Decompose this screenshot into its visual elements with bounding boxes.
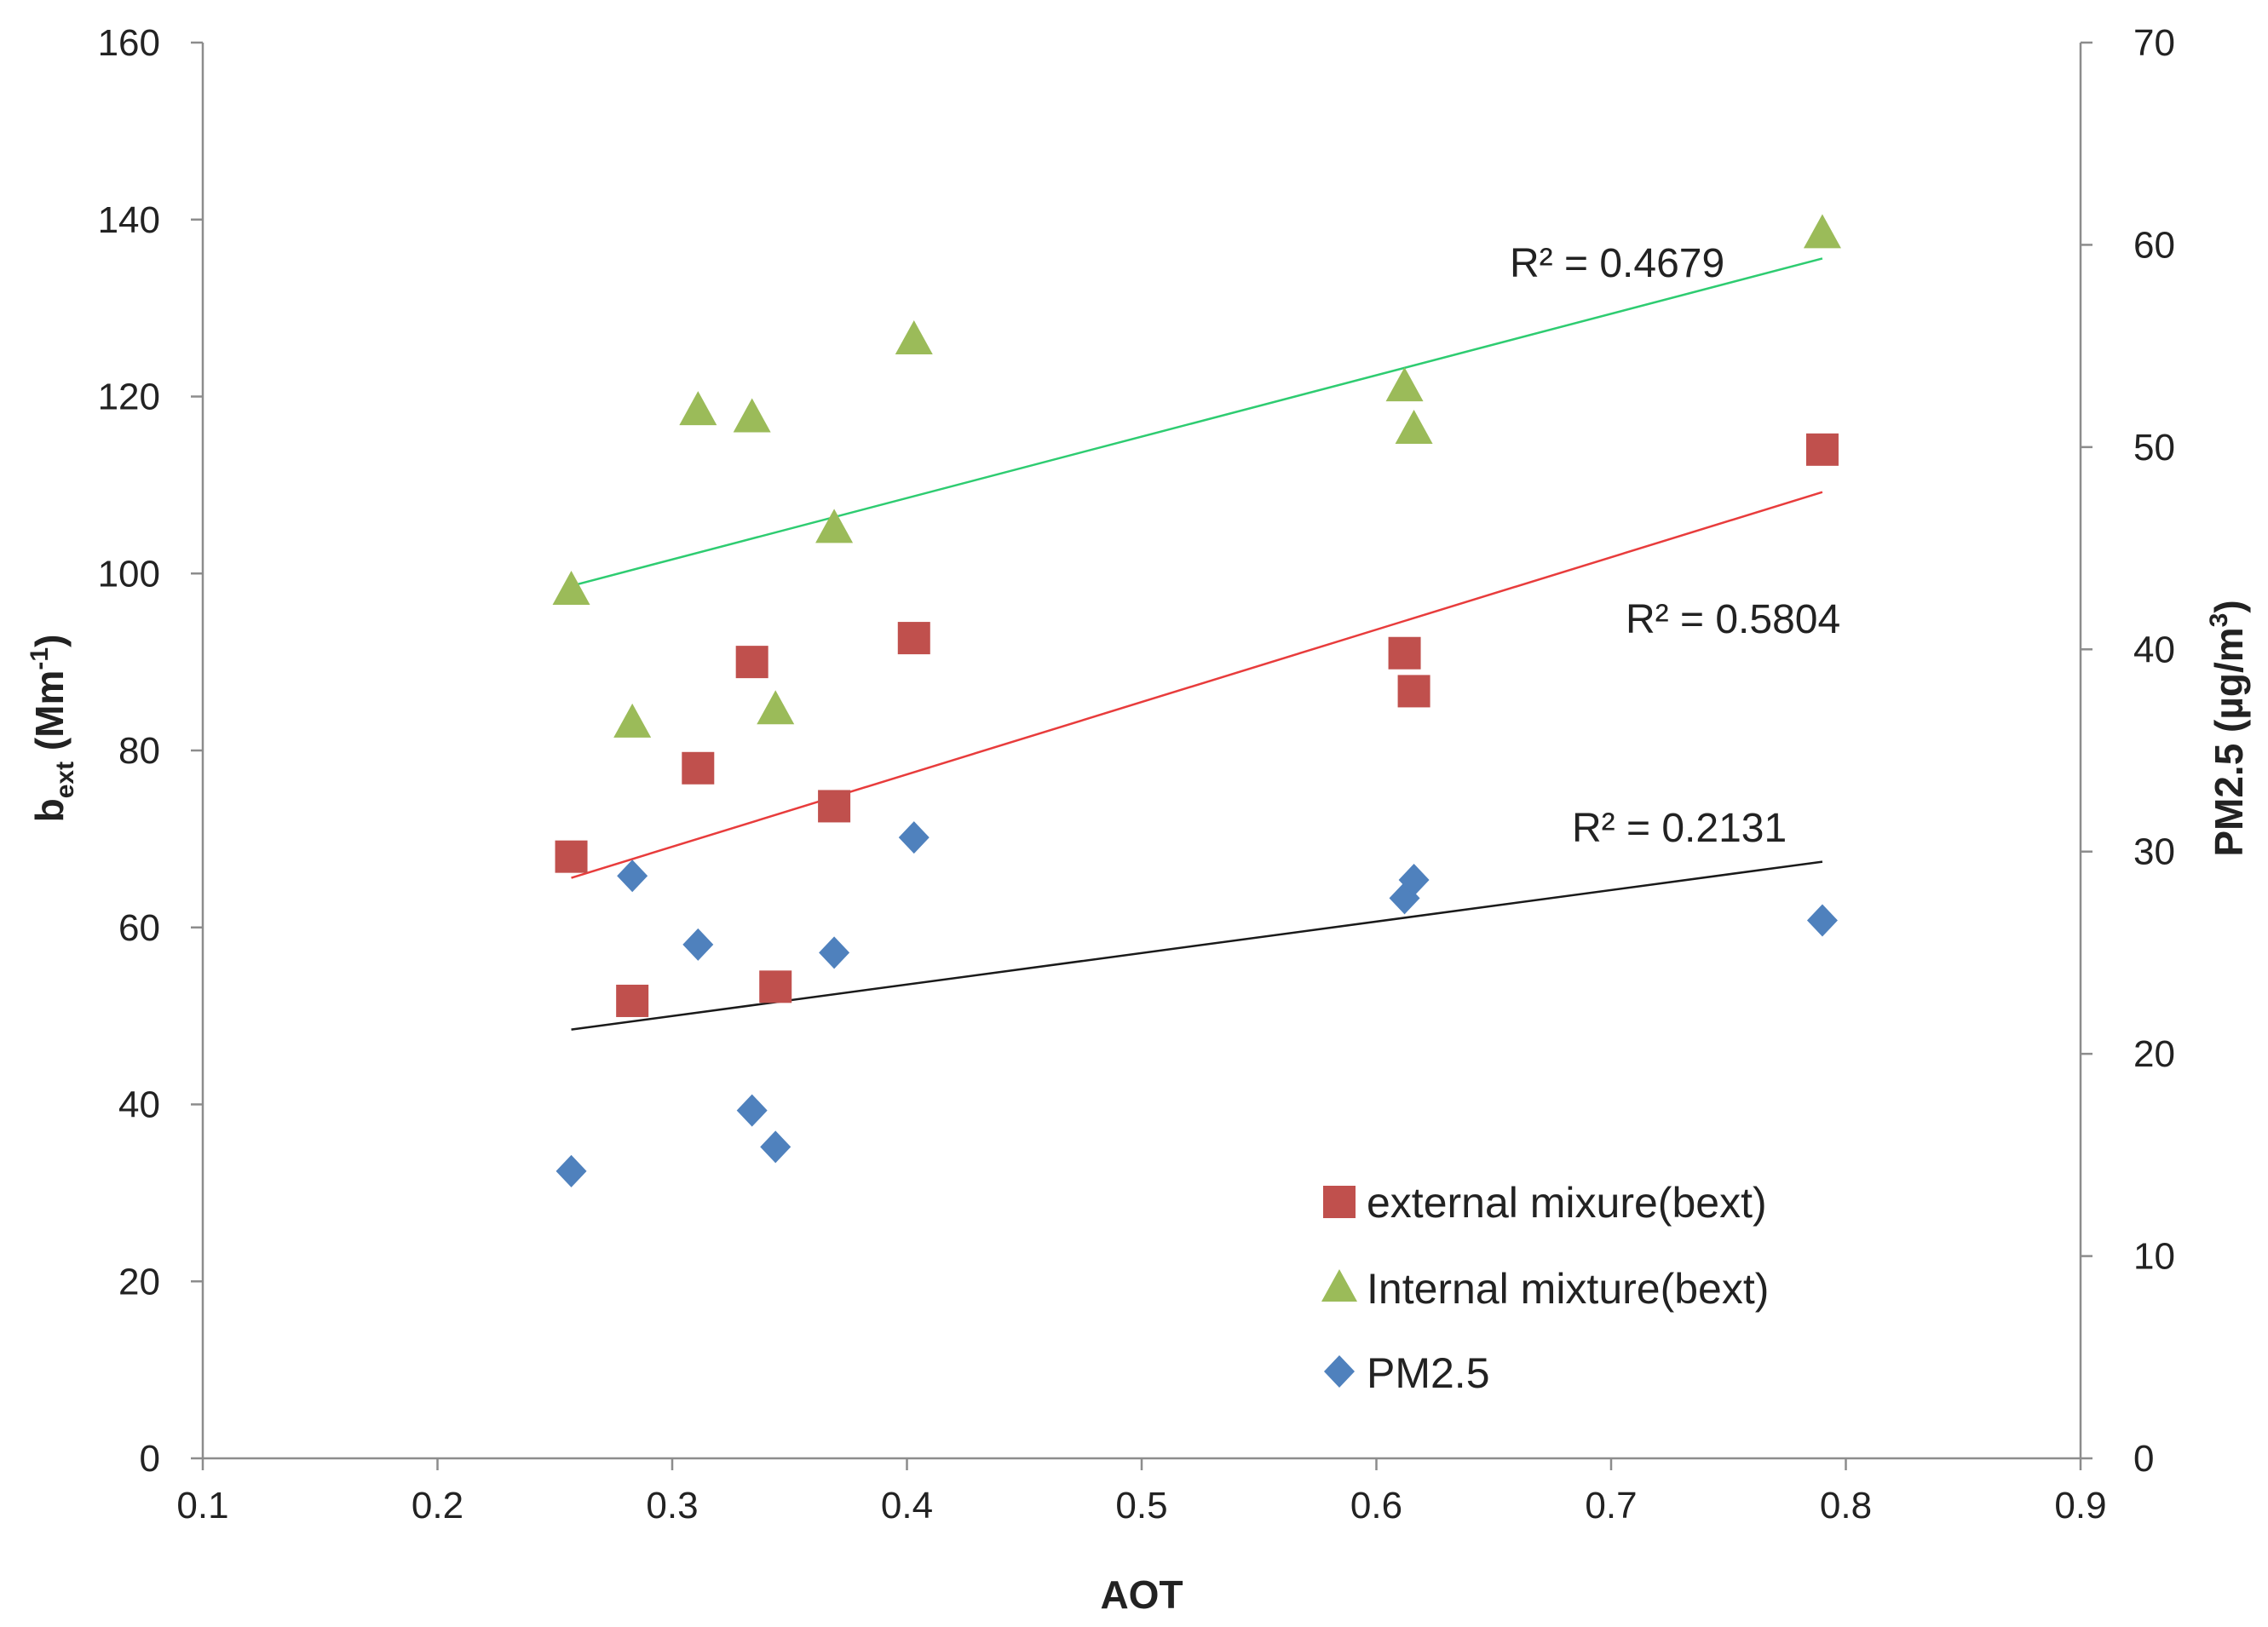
legend-marker-external [1323,1186,1356,1218]
x-tick-label: 0.5 [1115,1485,1167,1526]
marker-square [555,840,588,873]
legend-marker-pm25 [1324,1355,1355,1388]
marker-triangle [679,391,717,426]
marker-diamond [760,1130,791,1164]
marker-triangle [895,320,933,355]
y-left-tick-label: 60 [118,907,160,949]
y-left-tick-label: 160 [98,22,160,64]
y-right-title-main: PM2.5 (µg/m [2207,627,2251,856]
x-tick-label: 0.7 [1585,1485,1637,1526]
y-left-title-subscript: ext [51,762,79,798]
r2-label-internal: R² = 0.4679 [1510,241,1724,286]
marker-diamond [1806,904,1838,937]
y-axis-title-right: PM2.5 (µg/m3) [2205,600,2251,856]
marker-square [616,984,649,1017]
legend-marker-internal [1321,1269,1357,1302]
marker-triangle [757,690,795,725]
x-tick-label: 0.1 [176,1485,228,1526]
marker-diamond [682,928,714,961]
y-right-tick-label: 70 [2133,22,2175,64]
x-tick-label: 0.2 [412,1485,463,1526]
y-left-tick-label: 40 [118,1084,160,1126]
marker-triangle [1395,409,1433,444]
legend-label-pm25: PM2.5 [1367,1349,1490,1397]
axes: 0.1 0.2 0.3 0.4 0.5 0.6 0.7 0.8 0.90204060801001… [98,22,2175,1526]
marker-triangle [733,398,771,433]
marker-diamond [898,821,930,854]
marker-square [1388,636,1421,670]
y-right-tick-label: 0 [2133,1438,2154,1480]
x-tick-label: 0.8 [1820,1485,1872,1526]
marker-triangle [552,571,590,606]
y-axis-title-left: bext (Mm-1) [26,635,79,823]
marker-square [1805,433,1839,466]
r2-annotations: R² = 0.4679 R² = 0.5804 R² = 0.2131 [1510,241,1840,851]
y-left-tick-label: 0 [140,1438,160,1480]
x-tick-label: 0.3 [646,1485,698,1526]
y-left-title-close: ) [27,635,72,647]
marker-square [735,646,768,679]
r2-label-external: R² = 0.5804 [1626,597,1840,642]
y-right-tick-label: 20 [2133,1033,2175,1075]
marker-triangle [1385,367,1424,402]
marker-square [1397,675,1430,708]
x-tick-label: 0.4 [881,1485,933,1526]
y-left-tick-label: 80 [118,730,160,772]
y-left-tick-label: 120 [98,377,160,418]
y-right-title-superscript: 3 [2205,613,2233,628]
y-right-tick-label: 30 [2133,831,2175,873]
marker-diamond [555,1154,587,1187]
y-left-title-main: b [27,798,72,822]
y-right-tick-label: 60 [2133,224,2175,266]
marker-triangle [815,509,854,543]
marker-diamond [819,936,850,969]
x-tick-label: 0.9 [2054,1485,2106,1526]
y-left-tick-label: 140 [98,199,160,241]
marker-triangle [613,703,652,738]
y-left-title-superscript: -1 [26,647,54,670]
r2-label-pm25: R² = 0.2131 [1572,806,1787,851]
y-left-title-unit: (Mm [27,670,72,762]
data-markers [552,214,1841,1187]
y-right-tick-label: 10 [2133,1236,2175,1278]
y-left-tick-label: 20 [118,1261,160,1302]
marker-square [818,790,851,823]
marker-square [759,970,792,1003]
marker-square [682,751,715,785]
y-right-tick-label: 40 [2133,629,2175,670]
trendline-triangle [571,257,1823,588]
legend-label-internal: Internal mixture(bext) [1367,1265,1769,1313]
marker-square [897,622,930,655]
y-left-tick-label: 100 [98,553,160,595]
trendline-square [571,491,1823,879]
x-tick-label: 0.6 [1350,1485,1402,1526]
marker-diamond [1398,863,1430,896]
marker-diamond [736,1094,768,1127]
marker-diamond [617,859,648,893]
x-axis-title: AOT [1100,1572,1183,1617]
marker-triangle [1803,214,1841,249]
y-right-tick-label: 50 [2133,427,2175,469]
y-right-title-close: ) [2207,600,2251,612]
legend: external mixure(bext) Internal mixture(b… [1321,1179,1769,1397]
legend-label-external: external mixure(bext) [1367,1179,1767,1227]
